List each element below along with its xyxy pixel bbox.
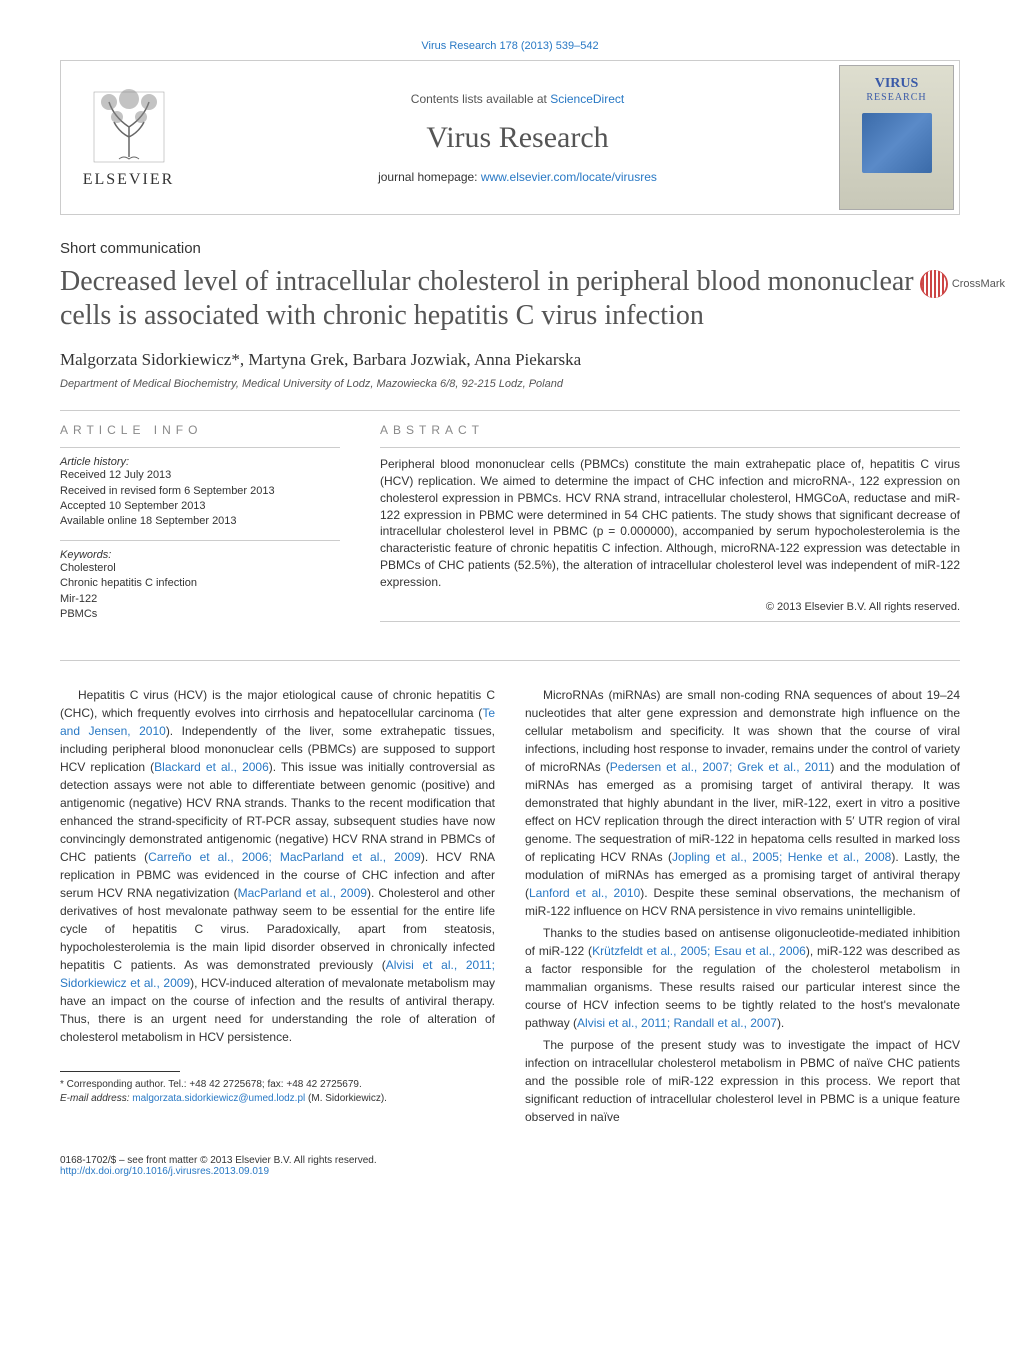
divider <box>380 447 960 448</box>
body-paragraph: MicroRNAs (miRNAs) are small non-coding … <box>525 686 960 920</box>
elsevier-tree-icon <box>89 87 169 167</box>
history-item: Received in revised form 6 September 201… <box>60 484 340 499</box>
divider <box>60 410 960 411</box>
citation-link[interactable]: Blackard et al., 2006 <box>154 760 269 774</box>
email-link[interactable]: malgorzata.sidorkiewicz@umed.lodz.pl <box>132 1093 305 1104</box>
publisher-logo-block: ELSEVIER <box>61 87 196 189</box>
issn-line: 0168-1702/$ – see front matter © 2013 El… <box>60 1155 960 1166</box>
abstract-copyright: © 2013 Elsevier B.V. All rights reserved… <box>380 601 960 613</box>
journal-header-box: ELSEVIER Contents lists available at Sci… <box>60 60 960 215</box>
body-paragraph: Thanks to the studies based on antisense… <box>525 924 960 1032</box>
email-label: E-mail address: <box>60 1093 132 1104</box>
top-citation: Virus Research 178 (2013) 539–542 <box>60 40 960 52</box>
divider <box>380 621 960 622</box>
keyword-item: PBMCs <box>60 607 340 622</box>
crossmark-badge[interactable]: CrossMark <box>920 270 1005 298</box>
citation-link[interactable]: Alvisi et al., 2011; Randall et al., 200… <box>577 1016 777 1030</box>
cover-subtitle: RESEARCH <box>866 92 926 103</box>
homepage-line: journal homepage: www.elsevier.com/locat… <box>196 170 839 184</box>
keyword-item: Cholesterol <box>60 561 340 576</box>
history-item: Received 12 July 2013 <box>60 468 340 483</box>
publisher-name: ELSEVIER <box>83 171 175 189</box>
body-column-right: MicroRNAs (miRNAs) are small non-coding … <box>525 686 960 1130</box>
article-title: Decreased level of intracellular cholest… <box>60 265 960 332</box>
abstract-column: ABSTRACT Peripheral blood mononuclear ce… <box>380 423 960 629</box>
authors-line: Malgorzata Sidorkiewicz*, Martyna Grek, … <box>60 350 960 370</box>
journal-name: Virus Research <box>196 121 839 155</box>
citation-link[interactable]: Krützfeldt et al., 2005; Esau et al., 20… <box>592 944 806 958</box>
bottom-footer: 0168-1702/$ – see front matter © 2013 El… <box>60 1155 960 1177</box>
divider <box>60 540 340 541</box>
page-wrapper: Virus Research 178 (2013) 539–542 ELSEVI… <box>0 0 1020 1217</box>
citation-link[interactable]: MacParland et al., 2009 <box>238 886 367 900</box>
citation-link[interactable]: Jopling et al., 2005; Henke et al., 2008 <box>672 850 891 864</box>
body-text: Hepatitis C virus (HCV) is the major eti… <box>60 688 495 720</box>
doi-link[interactable]: http://dx.doi.org/10.1016/j.virusres.201… <box>60 1166 269 1177</box>
homepage-prefix: journal homepage: <box>378 170 481 184</box>
article-info-header: ARTICLE INFO <box>60 423 340 437</box>
body-paragraph: Hepatitis C virus (HCV) is the major eti… <box>60 686 495 1046</box>
article-info-column: ARTICLE INFO Article history: Received 1… <box>60 423 340 629</box>
body-column-left: Hepatitis C virus (HCV) is the major eti… <box>60 686 495 1130</box>
body-text: ). This issue was initially controversia… <box>60 760 495 864</box>
corresponding-author: * Corresponding author. Tel.: +48 42 272… <box>60 1078 495 1092</box>
crossmark-icon <box>920 270 948 298</box>
keywords-label: Keywords: <box>60 549 340 561</box>
body-columns: Hepatitis C virus (HCV) is the major eti… <box>60 686 960 1130</box>
top-citation-link[interactable]: Virus Research 178 (2013) 539–542 <box>421 40 598 52</box>
abstract-text: Peripheral blood mononuclear cells (PBMC… <box>380 456 960 590</box>
header-center: Contents lists available at ScienceDirec… <box>196 92 839 184</box>
footnote-divider <box>60 1071 180 1072</box>
crossmark-label: CrossMark <box>952 278 1005 290</box>
body-text: ). <box>777 1016 784 1030</box>
homepage-link[interactable]: www.elsevier.com/locate/virusres <box>481 170 657 184</box>
cover-art <box>862 113 932 173</box>
affiliation: Department of Medical Biochemistry, Medi… <box>60 378 960 390</box>
citation-link[interactable]: Carreño et al., 2006; MacParland et al.,… <box>148 850 421 864</box>
keyword-item: Chronic hepatitis C infection <box>60 576 340 591</box>
keyword-item: Mir-122 <box>60 592 340 607</box>
history-item: Accepted 10 September 2013 <box>60 499 340 514</box>
body-text: ) and the modulation of miRNAs has emerg… <box>525 760 960 864</box>
divider <box>60 447 340 448</box>
citation-link[interactable]: Lanford et al., 2010 <box>529 886 640 900</box>
email-line: E-mail address: malgorzata.sidorkiewicz@… <box>60 1092 495 1106</box>
body-paragraph: The purpose of the present study was to … <box>525 1036 960 1126</box>
history-item: Available online 18 September 2013 <box>60 514 340 529</box>
divider <box>60 660 960 661</box>
cover-title: VIRUS <box>875 76 919 92</box>
sciencedirect-link[interactable]: ScienceDirect <box>550 92 624 106</box>
contents-line: Contents lists available at ScienceDirec… <box>196 92 839 106</box>
abstract-header: ABSTRACT <box>380 423 960 437</box>
email-suffix: (M. Sidorkiewicz). <box>305 1093 387 1104</box>
history-label: Article history: <box>60 456 340 468</box>
contents-prefix: Contents lists available at <box>411 92 550 106</box>
info-abstract-row: ARTICLE INFO Article history: Received 1… <box>60 423 960 629</box>
citation-link[interactable]: Pedersen et al., 2007; Grek et al., 2011 <box>610 760 831 774</box>
article-type: Short communication <box>60 240 960 257</box>
journal-cover-thumb: VIRUS RESEARCH <box>839 65 954 210</box>
